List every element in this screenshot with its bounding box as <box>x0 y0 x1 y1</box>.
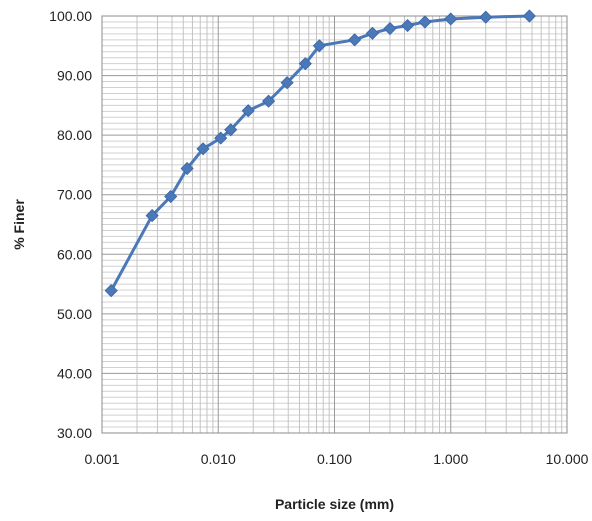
x-tick-label: 0.100 <box>317 451 352 467</box>
data-point-marker <box>400 18 415 33</box>
grid <box>101 15 567 434</box>
data-point-marker <box>444 12 458 26</box>
data-point-marker <box>180 161 194 176</box>
data-point-marker <box>479 10 493 24</box>
x-axis-tick-labels: 0.001 0.010 0.100 1.000 10.000 <box>84 451 588 467</box>
y-axis-tick-labels: 30.00 40.00 50.00 60.00 70.00 80.00 90.00 100.0… <box>49 8 92 441</box>
data-point-marker <box>348 33 362 47</box>
y-tick-label: 40.00 <box>57 365 92 381</box>
data-point-marker <box>104 284 118 298</box>
x-axis-title: Particle size (mm) <box>275 496 394 512</box>
y-tick-label: 60.00 <box>57 246 92 262</box>
y-tick-label: 80.00 <box>57 127 92 143</box>
data-point-marker <box>365 26 380 40</box>
x-tick-label: 1.000 <box>433 451 468 467</box>
y-tick-label: 90.00 <box>57 68 92 84</box>
y-tick-label: 70.00 <box>57 187 92 203</box>
y-tick-label: 100.00 <box>49 8 92 24</box>
data-point-marker <box>418 15 432 29</box>
plot-area-border <box>101 15 568 434</box>
data-point-marker <box>224 123 238 137</box>
series-layer <box>104 9 536 298</box>
y-axis-title: % Finer <box>11 199 27 250</box>
data-point-marker <box>298 57 312 71</box>
data-point-marker <box>312 39 326 53</box>
data-point-marker <box>164 189 178 204</box>
data-point-marker <box>241 104 255 118</box>
data-point-marker <box>214 131 228 145</box>
data-point-marker <box>280 76 294 90</box>
data-point-marker <box>522 9 536 23</box>
data-point-marker <box>196 142 210 156</box>
x-tick-label: 10.000 <box>546 451 589 467</box>
data-point-marker <box>383 21 397 36</box>
y-tick-label: 30.00 <box>57 425 92 441</box>
x-tick-label: 0.001 <box>84 451 119 467</box>
data-point-marker <box>262 94 276 108</box>
data-point-marker <box>145 208 159 223</box>
x-tick-label: 0.010 <box>201 451 236 467</box>
y-tick-label: 50.00 <box>57 306 92 322</box>
